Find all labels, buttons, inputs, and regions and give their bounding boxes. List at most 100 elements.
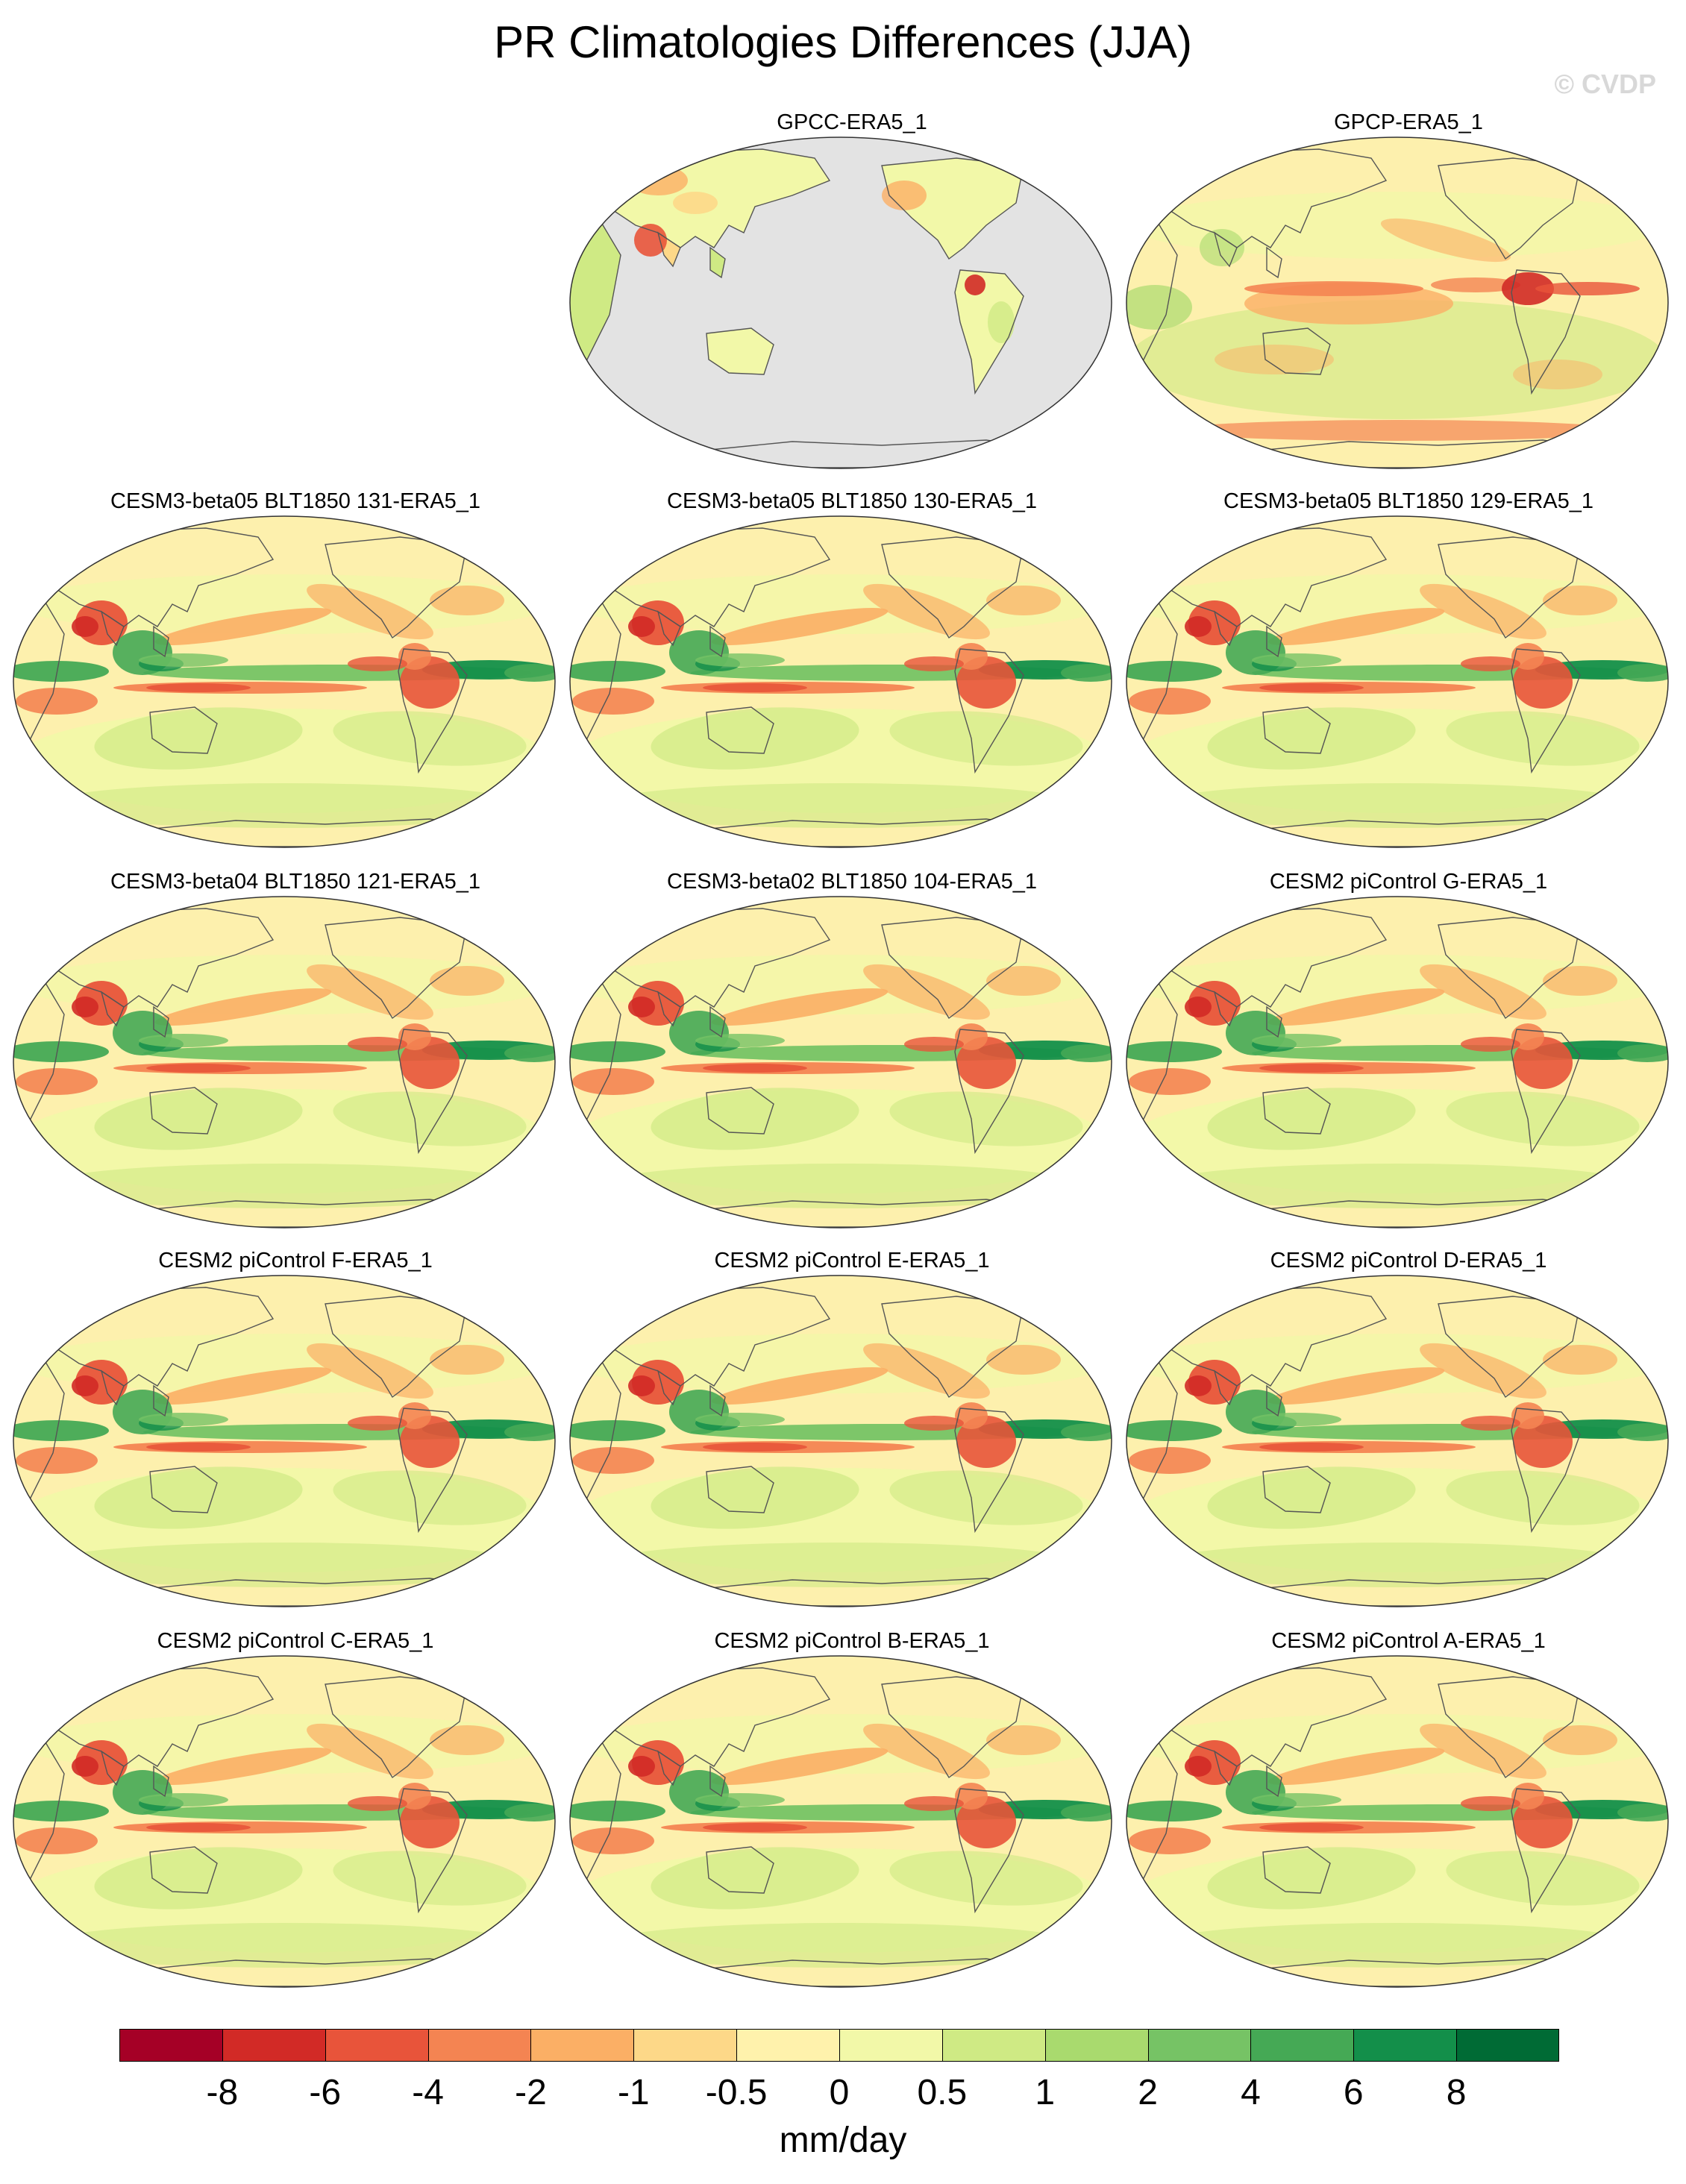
anomaly-region (863, 1343, 990, 1399)
africa-land (570, 224, 621, 360)
seasia-coastline (1266, 246, 1282, 279)
anomaly-region (1461, 1796, 1520, 1811)
eurasia-coastline (1150, 148, 1388, 248)
anomaly-region (673, 192, 718, 214)
samerica-coastline (1511, 1788, 1581, 1914)
colorbar-tick-label: 4 (1241, 2073, 1261, 2112)
eurasia-coastline (594, 148, 831, 248)
anomaly-region (1259, 683, 1364, 692)
map-border (1126, 136, 1669, 469)
anomaly-region (1126, 285, 1192, 330)
map-border (13, 1655, 556, 1988)
map-panel: GPCP-ERA5_1 (1125, 110, 1686, 483)
greenland-coastline (451, 1288, 498, 1316)
anomaly-south-indian (572, 688, 654, 715)
map-border (1126, 1655, 1669, 1988)
anomaly-region (1420, 964, 1546, 1020)
anomaly-region (1617, 1423, 1668, 1441)
anomaly-region (307, 1723, 433, 1780)
colorbar-tick-label: -1 (617, 2073, 650, 2112)
samerica-coastline (1511, 1408, 1581, 1534)
anomaly-region (1446, 711, 1640, 766)
colorbar-swatch (119, 2029, 222, 2062)
samerica-coastline (398, 1788, 468, 1914)
anomaly-region (430, 966, 504, 996)
india-coastline (1213, 1750, 1238, 1786)
anomaly-region (1185, 1375, 1212, 1396)
world-map (13, 896, 556, 1228)
anomaly-nw-pacific (154, 608, 332, 645)
anomaly-region (889, 1851, 1083, 1906)
colorbar-tick-label: -8 (206, 2073, 239, 2112)
anomaly-region (1420, 583, 1546, 640)
map-panel: CESM3-beta05 BLT1850 130-ERA5_1 (568, 489, 1135, 862)
anomaly-region (139, 653, 228, 667)
anomaly-region (1535, 282, 1640, 295)
watermark: © CVDP (1554, 69, 1656, 99)
seasia-coastline (153, 1384, 169, 1417)
anomaly-region (504, 1423, 555, 1441)
panel-title: CESM3-beta05 BLT1850 130-ERA5_1 (667, 489, 1037, 513)
map-panel: CESM3-beta02 BLT1850 104-ERA5_1 (568, 870, 1135, 1243)
anomaly-region (1513, 360, 1602, 389)
australia-coastline (706, 1087, 774, 1135)
anomaly-region (94, 1847, 303, 1910)
anomaly-region (38, 1164, 530, 1208)
map-panel: CESM2 piControl B-ERA5_1 (568, 1629, 1135, 2002)
colorbar-units: mm/day (779, 2121, 907, 2160)
map-panel: CESM3-beta05 BLT1850 131-ERA5_1 (12, 489, 579, 862)
samerica-coastline (1511, 1029, 1581, 1155)
anomaly-nw-pacific (1267, 1748, 1445, 1785)
anomaly-region (1244, 281, 1423, 296)
anomaly-region (1543, 1725, 1617, 1755)
anomaly-region (1061, 1804, 1112, 1821)
anomaly-region (986, 1725, 1061, 1755)
anomaly-region (504, 664, 555, 682)
colorbar-tick-label: 2 (1138, 2073, 1158, 2112)
anomaly-region (1461, 1037, 1520, 1052)
map-border (13, 515, 556, 848)
anomaly-region (904, 1416, 964, 1431)
seasia-coastline (153, 1005, 169, 1038)
colorbar (119, 2029, 1559, 2063)
anomaly-region (986, 1345, 1061, 1375)
anomaly-region (1252, 1793, 1341, 1807)
india-coastline (100, 1369, 125, 1406)
anomaly-south-indian (1129, 1447, 1211, 1474)
india-coastline (656, 991, 681, 1027)
australia-coastline (149, 706, 218, 754)
anomaly-region (146, 1443, 251, 1452)
anomaly-region (986, 586, 1061, 615)
anomaly-region (889, 711, 1083, 766)
seasia-coastline (709, 246, 726, 279)
anomaly-region (986, 966, 1061, 996)
australia-coastline (706, 1466, 774, 1513)
anomaly-region (333, 711, 527, 766)
panel-title: CESM3-beta02 BLT1850 104-ERA5_1 (667, 870, 1037, 894)
australia-coastline (149, 1466, 218, 1513)
seasia-coastline (1266, 625, 1282, 658)
map-panel: GPCC-ERA5_1 (568, 110, 1135, 483)
world-map (1126, 515, 1669, 848)
anomaly-region (146, 1064, 251, 1073)
map-panel: CESM2 piControl D-ERA5_1 (1125, 1249, 1686, 1622)
colorbar-tick-label: -0.5 (705, 2073, 768, 2112)
colorbar-swatch (1147, 2029, 1251, 2062)
world-map (1126, 136, 1669, 469)
anomaly-region (889, 1470, 1083, 1525)
india-coastline (656, 1750, 681, 1786)
india-coastline (656, 1369, 681, 1406)
world-map (569, 896, 1112, 1228)
anomaly-region (651, 1466, 859, 1529)
panel-title: CESM3-beta05 BLT1850 129-ERA5_1 (1223, 489, 1593, 513)
greenland-coastline (451, 1669, 498, 1696)
anomaly-nw-pacific (711, 1748, 889, 1785)
anomaly-region (38, 1923, 530, 1968)
greenland-coastline (1564, 909, 1611, 937)
map-border (13, 1275, 556, 1607)
anomaly-region (1617, 1804, 1668, 1821)
anomaly-region (333, 1851, 527, 1906)
anomaly-region (1446, 1470, 1640, 1525)
greenland-coastline (1007, 1669, 1054, 1696)
map-panel: CESM2 piControl A-ERA5_1 (1125, 1629, 1686, 2002)
